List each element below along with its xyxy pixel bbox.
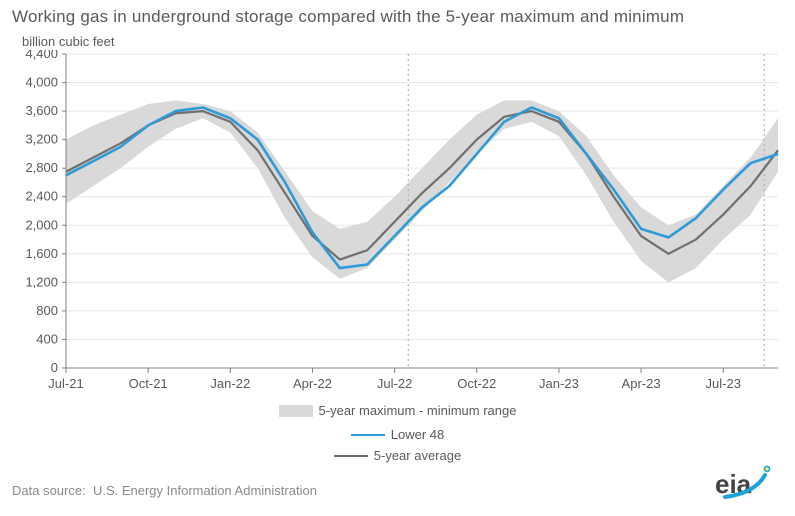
svg-text:Oct-22: Oct-22: [457, 376, 496, 391]
legend-item-lower48: Lower 48: [351, 426, 444, 445]
y-axis-label: billion cubic feet: [22, 34, 115, 49]
legend-label-avg: 5-year average: [374, 447, 461, 466]
legend-item-band: 5-year maximum - minimum range: [279, 402, 517, 421]
legend-label-lower48: Lower 48: [391, 426, 444, 445]
svg-text:Apr-23: Apr-23: [622, 376, 661, 391]
svg-text:2,400: 2,400: [25, 189, 58, 204]
chart-svg: 0 400 800 1,200 1,600 2,000 2,400 2,800 3,200 3,6…: [12, 50, 782, 402]
legend-swatch-avg: [334, 455, 368, 457]
chart-title: Working gas in underground storage compa…: [12, 7, 684, 27]
svg-text:2,000: 2,000: [25, 217, 58, 232]
legend-item-avg: 5-year average: [334, 447, 461, 466]
eia-logo: eia: [715, 463, 777, 506]
source-value: U.S. Energy Information Administration: [93, 483, 317, 498]
svg-text:0: 0: [51, 360, 58, 375]
svg-text:Oct-21: Oct-21: [129, 376, 168, 391]
svg-text:4,400: 4,400: [25, 50, 58, 61]
svg-text:800: 800: [36, 303, 58, 318]
svg-text:Apr-22: Apr-22: [293, 376, 332, 391]
svg-text:2,800: 2,800: [25, 160, 58, 175]
chart-area: 0 400 800 1,200 1,600 2,000 2,400 2,800 3,200 3,6…: [12, 50, 782, 402]
svg-text:400: 400: [36, 331, 58, 346]
svg-text:1,200: 1,200: [25, 274, 58, 289]
legend: 5-year maximum - minimum range Lower 48 …: [0, 402, 795, 466]
data-source: Data source: U.S. Energy Information Adm…: [12, 483, 317, 498]
svg-text:3,600: 3,600: [25, 103, 58, 118]
svg-text:4,000: 4,000: [25, 75, 58, 90]
legend-swatch-lower48: [351, 434, 385, 437]
svg-text:Jan-23: Jan-23: [539, 376, 579, 391]
legend-label-band: 5-year maximum - minimum range: [319, 402, 517, 421]
legend-swatch-band: [279, 405, 313, 417]
svg-text:Jul-21: Jul-21: [48, 376, 83, 391]
svg-text:Jan-22: Jan-22: [210, 376, 250, 391]
svg-text:Jul-23: Jul-23: [706, 376, 741, 391]
svg-text:3,200: 3,200: [25, 132, 58, 147]
svg-text:1,600: 1,600: [25, 246, 58, 261]
source-label: Data source:: [12, 483, 86, 498]
svg-text:Jul-22: Jul-22: [377, 376, 412, 391]
